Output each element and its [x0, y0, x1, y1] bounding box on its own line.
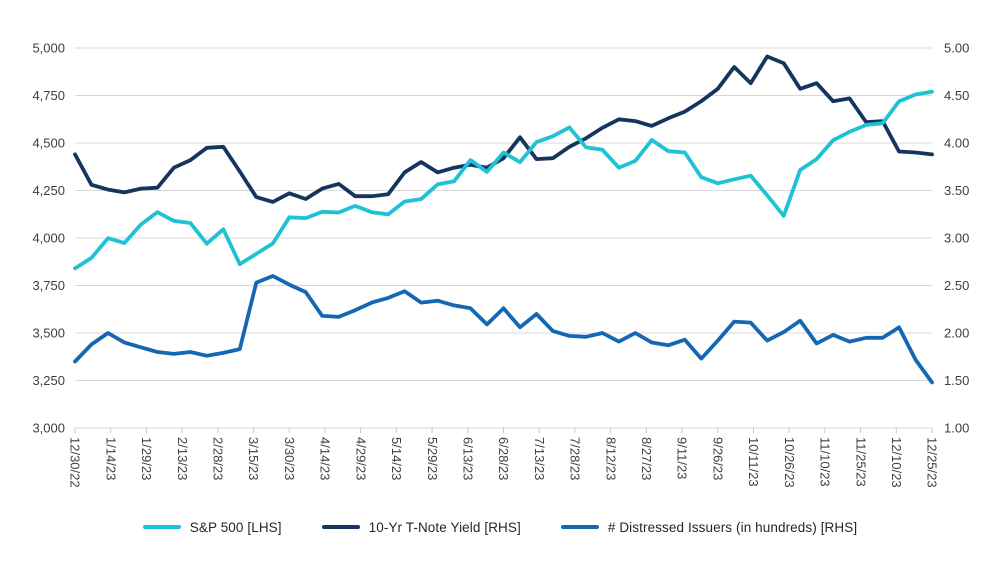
x-axis-tick-label: 1/29/23: [139, 437, 154, 480]
left-axis-tick-label: 3,750: [32, 278, 65, 293]
legend-label-distressed: # Distressed Issuers (in hundreds) [RHS]: [607, 519, 858, 535]
right-axis-tick-label: 2.50: [944, 278, 969, 293]
series-line-sp500: [73, 89, 934, 271]
x-axis-tick-label: 9/26/23: [710, 437, 725, 480]
x-axis-tick-label: 11/10/23: [818, 437, 833, 487]
legend-item-tnote: 10-Yr T-Note Yield [RHS]: [321, 519, 521, 535]
x-axis-tick-label: 7/13/23: [532, 437, 547, 480]
x-axis-tick-label: 5/29/23: [425, 437, 440, 480]
x-axis-tick-label: 3/30/23: [282, 437, 297, 480]
line-chart: 5,000 5.00 4,750 4.50 4,500 4.00 4,250 3.50 4,00…: [32, 41, 969, 488]
x-axis-tick-label: 10/26/23: [782, 437, 797, 488]
right-axis-tick-label: 3.00: [944, 231, 969, 246]
legend-label-sp500: S&P 500 [LHS]: [189, 519, 282, 535]
x-axis-tick-label: 12/25/23: [925, 437, 940, 488]
right-axis-tick-label: 1.50: [944, 373, 969, 388]
left-axis-tick-label: 4,000: [32, 231, 65, 246]
x-axis-tick-label: 8/12/23: [603, 437, 618, 480]
left-axis-tick-label: 4,500: [32, 136, 65, 151]
x-axis-tick-label: 2/13/23: [175, 437, 190, 480]
left-axis-tick-label: 3,000: [32, 421, 65, 436]
right-axis-tick-label: 3.50: [944, 183, 969, 198]
right-axis-tick-label: 4.50: [944, 88, 969, 103]
series-line-distressed: [73, 274, 934, 385]
x-axis-tick-label: 11/25/23: [853, 437, 868, 487]
series-line-tnote: [73, 54, 934, 204]
x-axis-tick-label: 4/29/23: [353, 437, 368, 480]
x-axis-tick-label: 7/28/23: [568, 437, 583, 480]
legend-swatch-sp500: [142, 524, 181, 530]
legend-swatch-distressed: [560, 524, 599, 530]
x-axis-tick-label: 10/11/23: [746, 437, 761, 487]
legend-item-sp500: S&P 500 [LHS]: [142, 519, 282, 535]
x-axis-tick-label: 5/14/23: [389, 437, 404, 480]
x-axis-tick-label: 9/11/23: [675, 437, 690, 479]
x-axis-tick-label: 8/27/23: [639, 437, 654, 480]
legend-label-tnote: 10-Yr T-Note Yield [RHS]: [368, 519, 521, 535]
x-axis-tick-label: 6/28/23: [496, 437, 511, 480]
chart-legend: S&P 500 [LHS] 10-Yr T-Note Yield [RHS] #…: [0, 516, 1000, 538]
right-axis-tick-label: 4.00: [944, 136, 969, 151]
x-axis-tick-label: 3/15/23: [246, 437, 261, 480]
right-axis-tick-label: 5.00: [944, 41, 969, 56]
left-axis-tick-label: 5,000: [32, 41, 65, 56]
x-axis-tick-label: 4/14/23: [318, 437, 333, 480]
x-axis-tick-label: 6/13/23: [461, 437, 476, 480]
legend-swatch-tnote: [321, 524, 360, 530]
legend-item-distressed: # Distressed Issuers (in hundreds) [RHS]: [560, 519, 858, 535]
right-axis-tick-label: 2.00: [944, 326, 969, 341]
x-axis-tick-label: 12/30/22: [68, 437, 83, 488]
left-axis-tick-label: 4,250: [32, 183, 65, 198]
left-axis-tick-label: 4,750: [32, 88, 65, 103]
x-axis-tick-label: 1/14/23: [103, 437, 118, 480]
x-axis-tick-label: 12/10/23: [889, 437, 904, 488]
right-axis-tick-label: 1.00: [944, 421, 969, 436]
x-axis-tick-label: 2/28/23: [211, 437, 226, 480]
left-axis-tick-label: 3,250: [32, 373, 65, 388]
left-axis-tick-label: 3,500: [32, 326, 65, 341]
